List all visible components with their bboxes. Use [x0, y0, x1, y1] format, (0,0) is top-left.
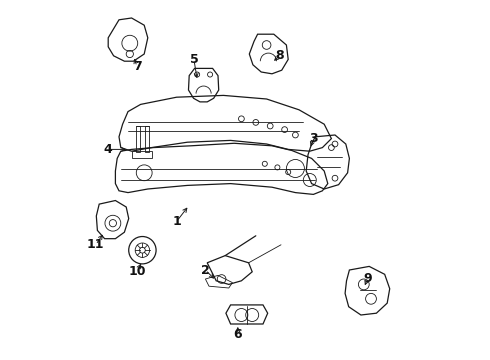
Text: 2: 2 [201, 264, 210, 276]
Text: 8: 8 [275, 49, 284, 62]
Text: 11: 11 [87, 238, 104, 251]
Text: 4: 4 [104, 143, 113, 156]
Text: 6: 6 [234, 328, 242, 341]
Text: 7: 7 [133, 60, 142, 73]
Text: 3: 3 [309, 132, 318, 145]
Text: 1: 1 [172, 215, 181, 228]
Text: 10: 10 [128, 265, 146, 278]
Text: 5: 5 [190, 53, 198, 66]
Text: 9: 9 [363, 273, 372, 285]
